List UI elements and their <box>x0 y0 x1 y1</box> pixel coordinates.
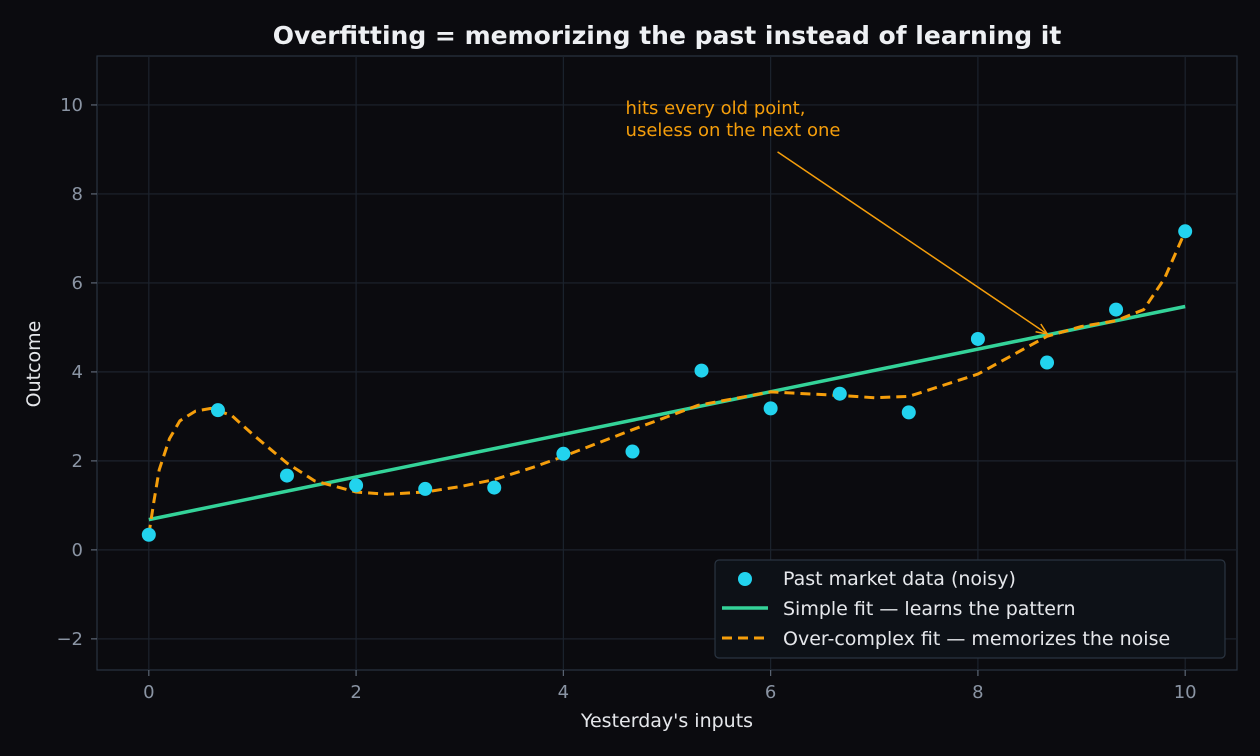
x-tick-label: 10 <box>1174 682 1197 703</box>
annotation-arrowhead <box>1035 323 1049 336</box>
x-tick-label: 4 <box>558 682 569 703</box>
data-point <box>625 444 640 459</box>
x-tick-label: 8 <box>972 682 983 703</box>
y-tick-label: 4 <box>72 362 83 383</box>
annotation-text: hits every old point, <box>626 98 806 119</box>
y-tick-label: 10 <box>60 95 83 116</box>
x-axis-ticks: 0 2 4 6 8 10 <box>143 670 1197 703</box>
x-tick-label: 0 <box>143 682 154 703</box>
data-point <box>349 478 364 493</box>
data-point <box>210 403 225 418</box>
data-point <box>556 446 571 461</box>
y-tick-label: −2 <box>56 629 83 650</box>
data-point <box>763 401 778 416</box>
data-point <box>694 363 709 378</box>
x-axis-label: Yesterday's inputs <box>580 710 753 732</box>
y-axis-label: Outcome <box>23 321 45 408</box>
fit-lines <box>147 230 1187 535</box>
legend-marker-scatter <box>738 572 752 586</box>
complex-fit-line <box>147 230 1187 535</box>
chart-title: Overfitting = memorizing the past instea… <box>273 21 1062 50</box>
annotation: hits every old point,useless on the next… <box>626 98 1049 336</box>
x-tick-label: 2 <box>350 682 361 703</box>
legend: Past market data (noisy) Simple fit — le… <box>714 559 1226 659</box>
data-points <box>141 224 1193 542</box>
y-tick-label: 2 <box>72 451 83 472</box>
y-tick-label: 0 <box>72 540 83 561</box>
y-tick-label: 6 <box>72 273 83 294</box>
data-point <box>901 405 916 420</box>
data-point <box>1178 224 1193 239</box>
legend-label-simple-fit: Simple fit — learns the pattern <box>783 598 1076 620</box>
data-point <box>970 331 985 346</box>
data-point <box>141 527 156 542</box>
data-point <box>418 481 433 496</box>
y-tick-label: 8 <box>72 184 83 205</box>
legend-box <box>714 559 1226 659</box>
annotation-arrow <box>777 151 1048 335</box>
data-point <box>487 480 502 495</box>
data-point <box>279 468 294 483</box>
x-tick-label: 6 <box>765 682 776 703</box>
y-axis-ticks: −2 0 2 4 6 8 10 <box>56 95 97 650</box>
data-point <box>1109 302 1124 317</box>
data-point <box>832 386 847 401</box>
legend-label-scatter: Past market data (noisy) <box>783 568 1016 590</box>
legend-label-complex-fit: Over-complex fit — memorizes the noise <box>783 628 1170 650</box>
annotation-text: useless on the next one <box>626 120 841 141</box>
data-point <box>1040 355 1055 370</box>
